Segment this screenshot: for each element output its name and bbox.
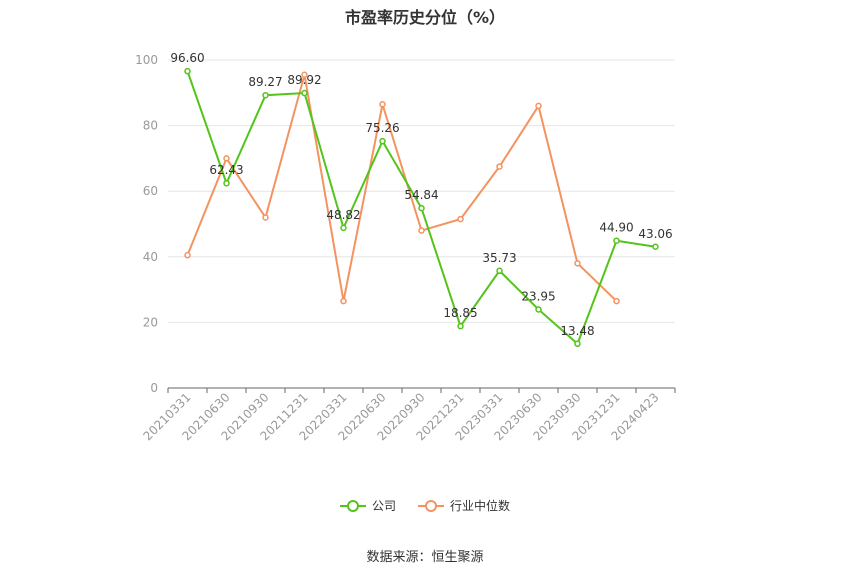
data-point-0 <box>535 306 542 313</box>
y-tick-label: 0 <box>150 381 158 395</box>
data-label: 18.85 <box>443 306 477 320</box>
data-point-0 <box>223 179 230 187</box>
chart-title: 市盈率历史分位（%） <box>344 8 506 27</box>
data-label: 62.43 <box>209 163 243 177</box>
legend: 公司 行业中位数 <box>0 497 850 514</box>
legend-industry-label: 行业中位数 <box>450 499 511 513</box>
data-label: 23.95 <box>521 289 555 303</box>
data-point-0 <box>457 322 464 330</box>
data-point-0 <box>652 243 659 251</box>
data-source: 数据来源：恒生聚源 <box>366 550 484 565</box>
y-tick-label: 60 <box>143 184 158 198</box>
data-point-1 <box>535 102 542 110</box>
series-line-1 <box>186 74 618 302</box>
y-tick-label: 40 <box>143 250 158 264</box>
data-point-0 <box>379 137 386 145</box>
data-label: 89.27 <box>248 75 282 89</box>
data-point-1 <box>457 215 464 223</box>
data-point-1 <box>223 155 230 162</box>
data-point-1 <box>418 227 425 234</box>
data-point-0 <box>184 67 191 75</box>
y-tick-label: 80 <box>143 119 158 133</box>
y-tick-label: 20 <box>143 315 158 329</box>
data-label: 13.48 <box>560 324 594 338</box>
data-point-0 <box>418 204 425 212</box>
data-point-1 <box>262 214 269 221</box>
data-point-1 <box>574 260 581 267</box>
data-point-1 <box>613 297 620 305</box>
y-tick-label: 100 <box>135 53 158 67</box>
data-point-1 <box>301 71 308 79</box>
data-label: 43.06 <box>638 227 672 241</box>
legend-company-icon <box>339 499 366 512</box>
data-label: 96.60 <box>170 51 204 65</box>
data-label: 35.73 <box>482 251 516 265</box>
legend-item-company[interactable]: 公司 <box>339 497 396 514</box>
data-point-1 <box>379 101 386 108</box>
data-label: 44.90 <box>599 221 633 235</box>
data-label: 48.82 <box>326 208 360 222</box>
data-point-0 <box>262 91 269 99</box>
legend-item-industry[interactable]: 行业中位数 <box>418 497 510 514</box>
legend-industry-icon <box>418 499 444 512</box>
data-point-0 <box>340 224 347 232</box>
data-label: 75.26 <box>365 121 399 135</box>
data-point-1 <box>184 251 191 259</box>
data-point-0 <box>301 89 308 97</box>
data-label: 89.92 <box>287 73 321 87</box>
data-point-0 <box>613 237 620 244</box>
data-point-0 <box>496 267 503 275</box>
legend-company-label: 公司 <box>371 499 396 513</box>
data-point-0 <box>574 340 581 348</box>
data-point-1 <box>340 297 347 305</box>
data-point-1 <box>496 163 503 170</box>
data-label: 54.84 <box>404 188 438 202</box>
